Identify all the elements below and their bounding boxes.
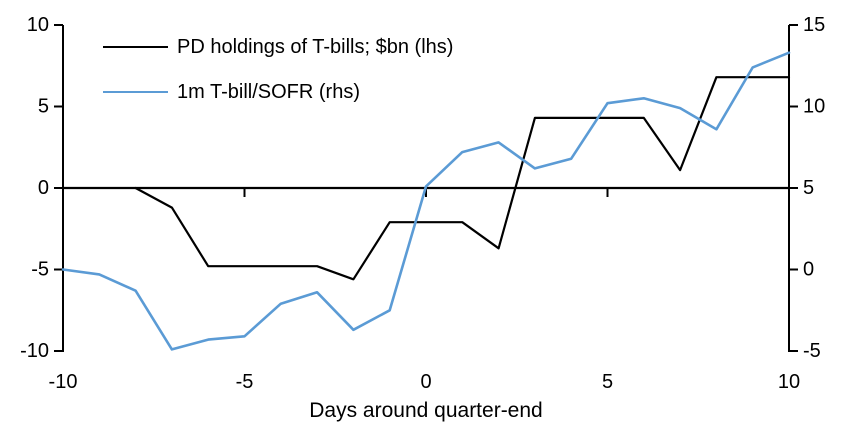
- x-axis-title: Days around quarter-end: [309, 399, 543, 422]
- left-axis-tick-label: -10: [20, 340, 49, 362]
- legend-line-sample-black: [103, 46, 168, 48]
- legend-label: 1m T-bill/SOFR (rhs): [177, 81, 360, 103]
- legend-item-tbill-sofr: 1m T-bill/SOFR (rhs): [103, 81, 453, 103]
- series-line-1: [61, 51, 791, 351]
- right-axis-tick-label: -5: [803, 340, 821, 362]
- x-axis-tick-label: -5: [236, 371, 254, 393]
- right-axis-tick-label: 0: [803, 259, 814, 281]
- right-axis-tick-label: 15: [803, 14, 825, 36]
- right-axis-tick-label: 5: [803, 177, 814, 199]
- left-axis-tick-label: 0: [38, 177, 49, 199]
- left-axis-tick-label: 10: [27, 14, 49, 36]
- right-axis-tick-label: 10: [803, 96, 825, 118]
- left-axis-tick-label: 5: [38, 96, 49, 118]
- legend: PD holdings of T-bills; $bn (lhs) 1m T-b…: [103, 36, 453, 103]
- x-axis-tick-label: 0: [420, 371, 431, 393]
- series-line-0: [134, 76, 791, 281]
- legend-line-sample-blue: [103, 91, 168, 93]
- legend-item-pd-holdings: PD holdings of T-bills; $bn (lhs): [103, 36, 453, 58]
- x-axis-tick-label: -10: [49, 371, 78, 393]
- x-axis-tick-label: 5: [602, 371, 613, 393]
- legend-label: PD holdings of T-bills; $bn (lhs): [177, 36, 454, 58]
- left-axis-tick-label: -5: [31, 259, 49, 281]
- x-axis-tick-label: 10: [778, 371, 800, 393]
